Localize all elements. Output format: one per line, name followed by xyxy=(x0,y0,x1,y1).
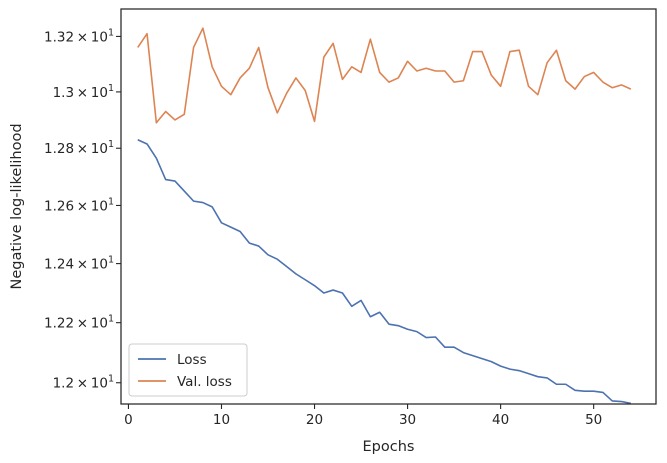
x-tick-label: 10 xyxy=(213,412,230,428)
y-tick-mantissa: 1.3 xyxy=(53,85,74,101)
y-tick-exponent: 1 xyxy=(108,255,114,266)
y-tick-label: 1.24 × 101 xyxy=(44,255,114,273)
legend: Loss Val. loss xyxy=(128,343,248,397)
y-tick-label: 1.28 × 101 xyxy=(44,139,114,157)
x-tick-label: 20 xyxy=(306,412,323,428)
x-tick-label: 30 xyxy=(399,412,416,428)
y-tick-mantissa: 1.28 xyxy=(44,141,74,157)
x-axis-label: Epochs xyxy=(363,439,415,455)
legend-label: Val. loss xyxy=(177,374,232,390)
y-tick-exponent: 1 xyxy=(108,83,114,94)
x-axis: 0 10 20 30 40 50 xyxy=(124,404,602,428)
y-tick-mantissa: 1.24 xyxy=(44,257,74,273)
series-line-1 xyxy=(137,139,632,405)
y-tick-label: 1.26 × 101 xyxy=(44,196,114,214)
plot-frame xyxy=(120,8,657,405)
y-tick-exponent: 1 xyxy=(108,374,114,385)
y-tick-exponent: 1 xyxy=(108,139,114,150)
y-axis-label: Negative log-likelihood xyxy=(9,123,25,289)
y-tick-label: 1.3 × 101 xyxy=(53,83,114,101)
y-tick-exponent: 1 xyxy=(108,27,114,38)
plot-lines xyxy=(137,27,632,405)
legend-label: Loss xyxy=(177,352,207,368)
y-tick-label: 1.32 × 101 xyxy=(44,27,114,45)
y-tick-exponent: 1 xyxy=(108,196,114,207)
x-tick-label: 40 xyxy=(492,412,509,428)
y-tick-mantissa: 1.32 xyxy=(44,29,74,45)
x-tick-label: 50 xyxy=(585,412,602,428)
x-tick-label: 0 xyxy=(124,412,133,428)
y-tick-exponent: 1 xyxy=(108,314,114,325)
legend-box xyxy=(128,343,248,397)
y-tick-mantissa: 1.22 xyxy=(44,316,74,332)
y-tick-label: 1.22 × 101 xyxy=(44,314,114,332)
y-tick-mantissa: 1.2 xyxy=(53,376,74,392)
y-tick-mantissa: 1.26 xyxy=(44,198,74,214)
series-line-2 xyxy=(137,27,632,124)
y-tick-label: 1.2 × 101 xyxy=(53,374,114,392)
